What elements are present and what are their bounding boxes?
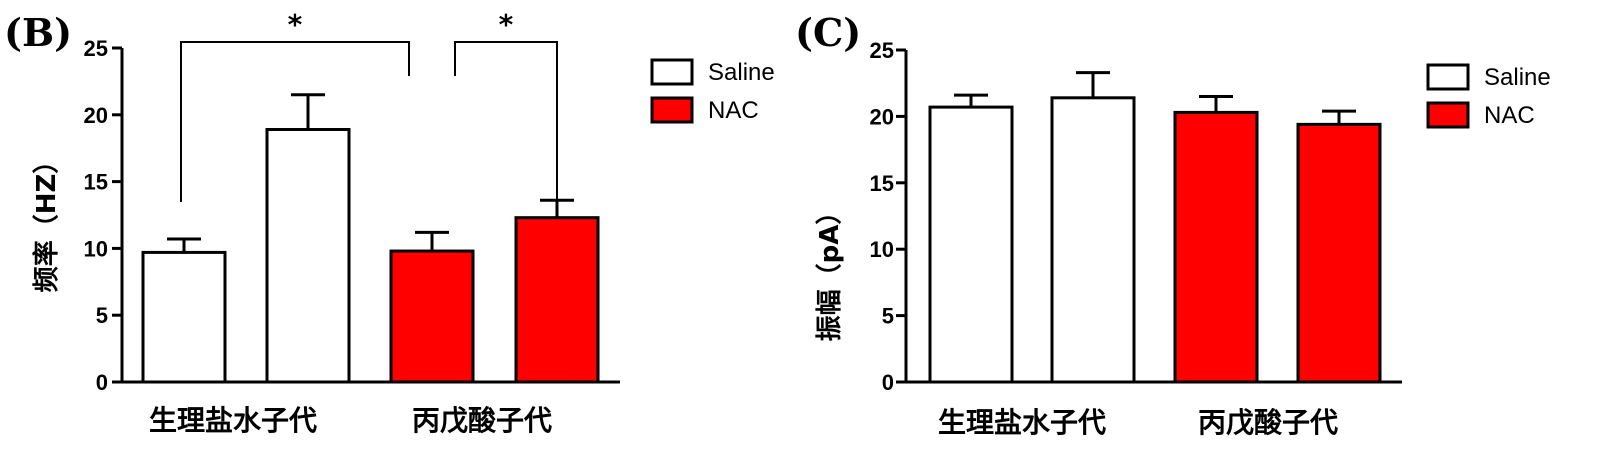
category-label-0: 生理盐水子代 bbox=[938, 406, 1106, 439]
panel-b-letter: (B) bbox=[4, 10, 72, 55]
bar-nac-1 bbox=[514, 216, 600, 384]
panel-c-bars bbox=[928, 96, 1382, 384]
panel-b-legend: Saline NAC bbox=[650, 58, 775, 124]
legend-label-saline: Saline bbox=[1484, 64, 1551, 91]
bar-saline-0 bbox=[141, 250, 227, 384]
y-tick-label: 5 bbox=[882, 304, 894, 329]
panel-b-bars bbox=[141, 127, 600, 384]
panel-b-error-bars bbox=[167, 93, 574, 253]
panel-c-y-axis-title: 振幅（pA） bbox=[815, 199, 845, 342]
panel-c-error-bars bbox=[954, 71, 1356, 125]
legend-swatch-nac bbox=[1426, 101, 1470, 129]
panel-c-letter: (C) bbox=[795, 10, 861, 55]
significance-star-0: * bbox=[288, 8, 303, 41]
panel-b-y-axis-title: 频率（HZ） bbox=[31, 148, 62, 293]
y-tick-label: 10 bbox=[84, 236, 108, 261]
bar-nac-0 bbox=[1173, 110, 1259, 384]
y-tick-label: 0 bbox=[882, 370, 894, 395]
legend-label-nac: NAC bbox=[1484, 102, 1535, 129]
category-label-1: 丙戊酸子代 bbox=[1198, 406, 1338, 439]
y-tick-label: 15 bbox=[870, 171, 894, 196]
bar-saline-0 bbox=[928, 105, 1014, 384]
panel-b-significance: * * bbox=[180, 8, 558, 202]
y-tick-label: 20 bbox=[84, 103, 108, 128]
y-tick-label: 15 bbox=[84, 170, 108, 195]
category-label-1: 丙戊酸子代 bbox=[412, 404, 552, 437]
significance-star-1: * bbox=[499, 8, 514, 41]
bar-nac-1 bbox=[1296, 122, 1382, 384]
y-tick-label: 20 bbox=[870, 104, 894, 129]
legend-swatch-nac bbox=[650, 96, 694, 124]
bar-nac-0 bbox=[389, 249, 475, 384]
y-tick-label: 5 bbox=[96, 303, 108, 328]
y-tick-label: 10 bbox=[870, 237, 894, 262]
legend-swatch-saline bbox=[650, 58, 694, 86]
y-tick-label: 25 bbox=[870, 38, 894, 63]
legend-label-nac: NAC bbox=[708, 97, 759, 124]
legend-label-saline: Saline bbox=[708, 59, 775, 86]
significance-bracket-0 bbox=[180, 41, 410, 202]
significance-bracket-1 bbox=[454, 41, 558, 202]
panel-c-category-labels: 生理盐水子代 丙戊酸子代 bbox=[938, 406, 1338, 439]
panel-c-bar-chart: (C) 振幅（pA） 0 5 10 15 20 25 生理盐水子代 丙戊酸子代 Saline… bbox=[795, 10, 1551, 439]
bar-saline-1 bbox=[265, 127, 351, 384]
panel-b-category-labels: 生理盐水子代 丙戊酸子代 bbox=[149, 404, 552, 437]
legend-swatch-saline bbox=[1426, 63, 1470, 91]
y-tick-label: 0 bbox=[96, 370, 108, 395]
y-tick-label: 25 bbox=[84, 36, 108, 61]
panel-c-legend: Saline NAC bbox=[1426, 63, 1551, 129]
bar-saline-1 bbox=[1050, 96, 1136, 384]
category-label-0: 生理盐水子代 bbox=[149, 404, 317, 437]
